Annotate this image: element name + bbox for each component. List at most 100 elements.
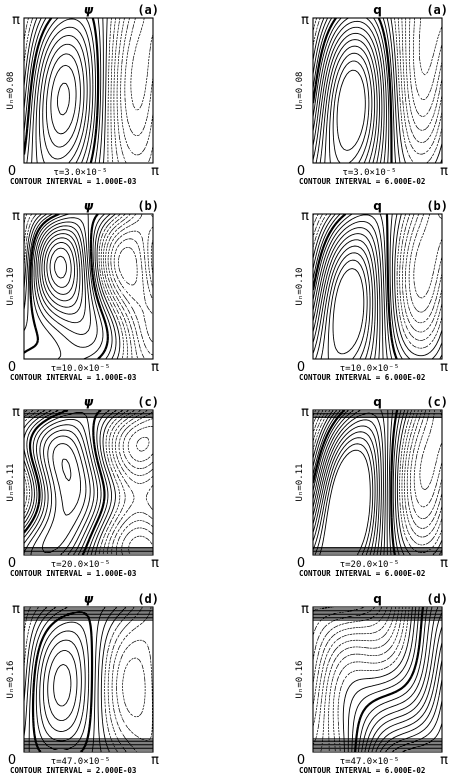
panel-frame — [23, 409, 154, 556]
contour-line — [313, 18, 396, 163]
contour-line — [54, 664, 71, 705]
panel-label: (c) — [137, 395, 159, 409]
panel-frame — [312, 213, 443, 360]
contour-line — [27, 18, 96, 163]
contour-lines — [24, 410, 153, 555]
contour-line — [328, 260, 367, 359]
contour-lines — [313, 607, 442, 752]
contour-lines — [24, 214, 153, 359]
contour-line — [53, 444, 81, 516]
contour-line — [313, 234, 378, 359]
x-right-label: π — [440, 164, 448, 179]
x-right-label: π — [151, 360, 159, 375]
contour-line — [44, 238, 77, 301]
panel-label: (d) — [137, 592, 159, 606]
contour-line — [313, 214, 442, 359]
contour-line — [358, 607, 427, 752]
field-title: q — [373, 3, 382, 17]
field-title: ψ — [84, 592, 94, 606]
y-axis-label: Uₙ=0.10 — [6, 268, 16, 306]
y-top-label: π — [301, 405, 309, 420]
contour-line — [32, 214, 103, 359]
y-axis-label: Uₙ=0.16 — [6, 661, 16, 699]
y-top-label: π — [12, 209, 20, 224]
contour-line — [313, 27, 382, 163]
panel-frame — [23, 606, 154, 753]
contour-interval-label: CONTOUR INTERVAL = 6.000E-02 — [299, 766, 425, 775]
panel-frame — [23, 17, 154, 164]
x-right-label: π — [440, 360, 448, 375]
field-title: ψ — [84, 395, 94, 409]
contour-line — [321, 253, 370, 359]
y-top-label: π — [12, 13, 20, 28]
contour-line — [125, 18, 153, 136]
contour-line — [333, 61, 369, 163]
contour-line — [136, 437, 149, 451]
field-title: ψ — [84, 3, 94, 17]
y-axis-label: Uₙ=0.08 — [295, 72, 305, 110]
contour-line — [122, 418, 153, 555]
contour-line — [24, 18, 98, 163]
contour-line — [313, 18, 386, 163]
contour-line — [313, 18, 389, 163]
contour-line — [46, 54, 80, 147]
contour-line — [313, 214, 442, 340]
contour-line — [24, 214, 116, 359]
panel-frame — [312, 409, 443, 556]
contour-line — [112, 410, 153, 555]
contour-line — [313, 214, 442, 332]
contour-line — [112, 607, 151, 752]
contour-interval-label: CONTOUR INTERVAL = 1.000E-03 — [10, 373, 137, 382]
y-top-label: π — [301, 602, 309, 617]
origin-label: 0 — [8, 753, 16, 768]
origin-label: 0 — [297, 556, 305, 571]
contour-line — [316, 33, 379, 163]
contour-line — [313, 21, 384, 163]
origin-label: 0 — [8, 360, 16, 375]
contour-line — [313, 240, 375, 359]
panel-frame — [23, 213, 154, 360]
contour-line — [313, 410, 393, 555]
y-axis-label: Uₙ=0.16 — [295, 661, 305, 699]
contour-line — [313, 214, 392, 359]
contour-line — [42, 234, 80, 308]
contour-line — [313, 215, 387, 359]
contour-line — [313, 438, 375, 555]
panel-label: (d) — [426, 592, 448, 606]
contour-line — [413, 18, 442, 100]
contour-line — [128, 427, 153, 555]
contour-line — [313, 410, 442, 537]
tau-label: τ=47.0×10⁻⁵ — [51, 757, 111, 767]
contour-line — [406, 18, 442, 130]
tau-label: τ=10.0×10⁻⁵ — [51, 364, 111, 374]
contour-line — [313, 221, 383, 359]
y-top-label: π — [301, 13, 309, 28]
contour-line — [43, 640, 81, 731]
contour-line — [62, 459, 71, 481]
contour-line — [24, 214, 127, 359]
contour-line — [32, 19, 93, 163]
contour-line — [48, 651, 77, 721]
y-top-label: π — [12, 405, 20, 420]
contour-line — [320, 40, 377, 163]
contour-line — [313, 607, 387, 706]
contour-line — [24, 18, 107, 163]
x-right-label: π — [151, 556, 159, 571]
contour-line — [131, 18, 153, 110]
contour-line — [116, 412, 153, 555]
contour-line — [31, 430, 90, 555]
contour-interval-label: CONTOUR INTERVAL = 6.000E-02 — [299, 569, 425, 578]
contour-lines — [24, 607, 153, 752]
origin-label: 0 — [297, 753, 305, 768]
contour-line — [50, 248, 71, 287]
panel-label: (b) — [426, 199, 448, 213]
panel-label: (c) — [426, 395, 448, 409]
contour-line — [43, 44, 84, 159]
x-right-label: π — [151, 164, 159, 179]
contour-interval-label: CONTOUR INTERVAL = 6.000E-02 — [299, 177, 425, 186]
contour-line — [313, 214, 397, 359]
contour-line — [42, 436, 86, 553]
